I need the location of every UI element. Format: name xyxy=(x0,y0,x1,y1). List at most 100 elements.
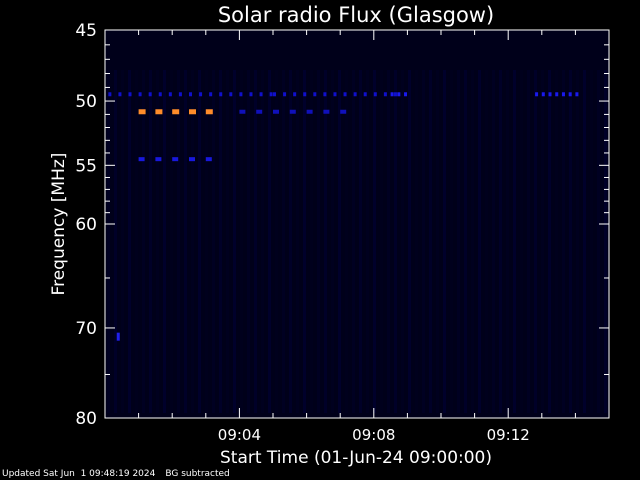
noise-stripe xyxy=(520,70,523,413)
noise-stripe xyxy=(478,70,481,413)
emission-dash xyxy=(575,92,579,97)
emission-dash xyxy=(363,92,367,97)
noise-stripe xyxy=(408,70,411,413)
noise-stripe xyxy=(317,70,320,413)
noise-stripe xyxy=(226,70,229,413)
noise-stripe xyxy=(548,70,551,413)
emission-dash xyxy=(259,92,263,97)
emission-dash xyxy=(205,109,213,115)
noise-stripe xyxy=(219,70,222,413)
emission-dash xyxy=(373,92,377,97)
noise-stripe xyxy=(590,70,593,413)
emission-dash xyxy=(138,109,146,115)
noise-stripe xyxy=(387,70,390,413)
y-tick-label: 70 xyxy=(75,319,97,339)
noise-stripe xyxy=(261,70,264,413)
emission-dash xyxy=(535,92,539,97)
noise-stripe xyxy=(142,70,145,413)
y-tick-label: 80 xyxy=(75,409,97,429)
noise-stripe xyxy=(289,70,292,413)
noise-stripe xyxy=(135,70,138,413)
noise-stripe xyxy=(233,70,236,413)
emission-dash xyxy=(283,92,287,97)
background-note: BG subtracted xyxy=(165,469,230,479)
noise-stripe xyxy=(597,70,600,413)
noise-stripe xyxy=(205,70,208,413)
x-axis-label: Start Time (01-Jun-24 09:00:00) xyxy=(220,448,492,468)
noise-stripe xyxy=(303,70,306,413)
emission-dash xyxy=(343,92,347,97)
emission-features xyxy=(108,92,579,341)
noise-stripe xyxy=(471,70,474,413)
emission-dash xyxy=(548,92,552,97)
noise-stripe xyxy=(436,70,439,413)
emission-dash xyxy=(340,109,347,114)
background-stripes xyxy=(107,70,607,413)
noise-stripe xyxy=(114,70,117,413)
noise-stripe xyxy=(184,70,187,413)
emission-dash xyxy=(568,92,572,97)
emission-dash xyxy=(306,109,313,114)
emission-dash xyxy=(303,92,307,97)
noise-stripe xyxy=(394,70,397,413)
emission-dash xyxy=(118,92,122,97)
noise-stripe xyxy=(506,70,509,413)
emission-dash xyxy=(138,157,145,162)
noise-stripe xyxy=(156,70,159,413)
noise-stripe xyxy=(604,70,607,413)
noise-stripe xyxy=(310,70,313,413)
chart-title: Solar radio Flux (Glasgow) xyxy=(218,3,494,27)
y-tick-label: 60 xyxy=(75,215,97,235)
noise-stripe xyxy=(373,70,376,413)
x-tick-label: 09:08 xyxy=(352,426,395,444)
noise-stripe xyxy=(352,70,355,413)
noise-stripe xyxy=(429,70,432,413)
emission-dash xyxy=(383,92,387,97)
noise-stripe xyxy=(422,70,425,413)
emission-dash xyxy=(205,157,212,162)
emission-dash xyxy=(289,109,296,114)
noise-stripe xyxy=(163,70,166,413)
emission-dash xyxy=(333,92,337,97)
noise-stripe xyxy=(534,70,537,413)
noise-stripe xyxy=(359,70,362,413)
noise-stripe xyxy=(177,70,180,413)
noise-stripe xyxy=(499,70,502,413)
emission-dash xyxy=(155,157,162,162)
emission-dash xyxy=(178,92,182,97)
x-axis-ticks: 09:04 09:08 09:12 xyxy=(104,30,610,444)
emission-dash xyxy=(273,92,276,97)
emission-dash xyxy=(189,157,195,162)
x-tick-label: 09:12 xyxy=(487,426,530,444)
noise-stripe xyxy=(240,70,243,413)
noise-stripe xyxy=(527,70,530,413)
emission-dash xyxy=(353,92,357,97)
noise-stripe xyxy=(562,70,565,413)
noise-stripe xyxy=(128,70,131,413)
emission-dash xyxy=(229,92,233,97)
emission-dash xyxy=(172,157,179,162)
emission-dash xyxy=(239,109,246,114)
emission-dash xyxy=(397,92,401,97)
y-axis-label: Frequency [MHz] xyxy=(49,153,69,296)
noise-stripe xyxy=(492,70,495,413)
noise-stripe xyxy=(198,70,201,413)
emission-dash xyxy=(239,92,243,97)
x-tick-label: 09:04 xyxy=(218,426,261,444)
emission-dash xyxy=(158,92,162,97)
noise-stripe xyxy=(268,70,271,413)
noise-stripe xyxy=(338,70,341,413)
noise-stripe xyxy=(275,70,278,413)
emission-dash xyxy=(293,92,297,97)
emission-dash xyxy=(189,92,192,97)
noise-stripe xyxy=(555,70,558,413)
emission-dash xyxy=(390,92,394,97)
noise-stripe xyxy=(254,70,257,413)
emission-dash xyxy=(168,92,172,97)
noise-stripe xyxy=(415,70,418,413)
noise-stripe xyxy=(583,70,586,413)
noise-stripe xyxy=(576,70,579,413)
emission-dash xyxy=(116,332,120,341)
y-tick-label: 55 xyxy=(75,156,97,176)
